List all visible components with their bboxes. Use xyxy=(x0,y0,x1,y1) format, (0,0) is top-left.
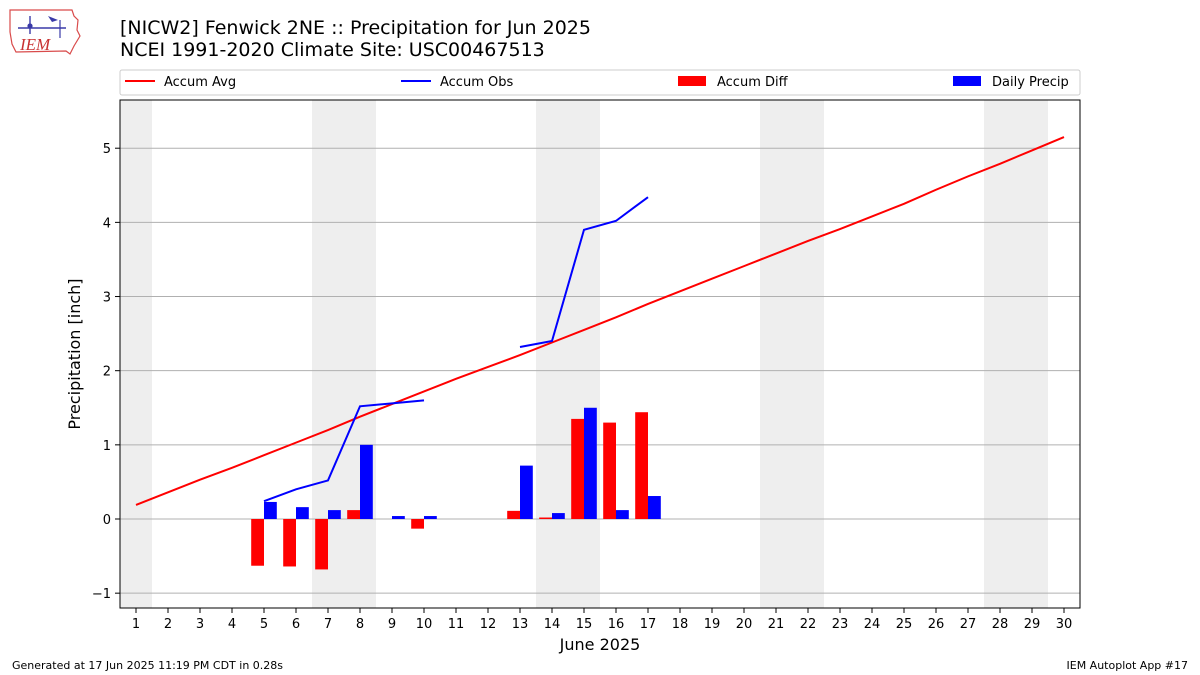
daily-precip-bar-day-17 xyxy=(648,496,661,520)
y-axis-label: Precipitation [inch] xyxy=(65,278,84,429)
x-tick-label-7: 7 xyxy=(324,617,332,632)
x-tick-label-13: 13 xyxy=(512,617,529,632)
accum-obs-line-segment-1 xyxy=(263,399,425,503)
y-tick-label-0: 0 xyxy=(103,513,111,528)
legend-label-accum-avg: Accum Avg xyxy=(164,75,236,90)
lines xyxy=(135,136,1065,506)
weekend-shade-day-15 xyxy=(568,100,600,608)
accum-avg-line xyxy=(135,136,1065,506)
accum-diff-bar-day-8 xyxy=(347,510,360,520)
x-tick-label-20: 20 xyxy=(736,617,753,632)
daily-precip-bar-day-6 xyxy=(296,507,309,520)
y-tick-label-3: 3 xyxy=(103,291,111,306)
legend-label-accum-diff: Accum Diff xyxy=(717,75,789,90)
daily-precip-bar-day-8 xyxy=(360,444,373,520)
legend-swatch-accum-diff xyxy=(678,76,706,86)
x-tick-label-11: 11 xyxy=(448,617,465,632)
accum-diff-bar-day-16 xyxy=(603,422,616,520)
weekend-shade-day-22 xyxy=(792,100,824,608)
weekend-shade-day-8 xyxy=(344,100,376,608)
x-tick-label-28: 28 xyxy=(992,617,1009,632)
accum-diff-bar-day-7 xyxy=(315,519,328,570)
x-tick-label-21: 21 xyxy=(768,617,785,632)
x-tick-label-26: 26 xyxy=(928,617,945,632)
daily-precip-bar-day-5 xyxy=(264,501,277,520)
footer-generated: Generated at 17 Jun 2025 11:19 PM CDT in… xyxy=(12,659,284,672)
x-tick-label-19: 19 xyxy=(704,617,721,632)
weekend-shade-day-21 xyxy=(760,100,792,608)
x-tick-label-25: 25 xyxy=(896,617,913,632)
y-tick-label-5: 5 xyxy=(103,142,111,157)
chart-subtitle: NCEI 1991-2020 Climate Site: USC00467513 xyxy=(120,39,545,61)
x-tick-label-29: 29 xyxy=(1024,617,1041,632)
daily-precip-bar-day-13 xyxy=(520,465,533,520)
y-tick-label--1: −1 xyxy=(92,587,111,602)
x-tick-label-17: 17 xyxy=(640,617,657,632)
grid-lines xyxy=(120,147,1080,594)
accum-diff-bar-day-10 xyxy=(411,519,424,529)
weekend-shade-day-1 xyxy=(120,100,152,608)
x-tick-label-3: 3 xyxy=(196,617,204,632)
axis-ticks: 1 2 3 4 5 6 7 8 9 10 11 12 13 14 15 16 17 18 19 20 21 22 23 24 2… xyxy=(92,142,1072,632)
weekend-shade-day-28 xyxy=(984,100,1016,608)
y-tick-label-2: 2 xyxy=(103,365,111,380)
x-tick-label-27: 27 xyxy=(960,617,977,632)
y-tick-label-4: 4 xyxy=(103,216,111,231)
daily-precip-bar-day-15 xyxy=(584,407,597,520)
x-tick-label-18: 18 xyxy=(672,617,689,632)
legend-label-accum-obs: Accum Obs xyxy=(440,75,513,90)
legend-label-daily-precip: Daily Precip xyxy=(992,75,1069,90)
x-tick-label-23: 23 xyxy=(832,617,849,632)
chart-title: [NICW2] Fenwick 2NE :: Precipitation for… xyxy=(120,17,591,39)
x-tick-label-2: 2 xyxy=(164,617,172,632)
weekend-shading xyxy=(120,100,1048,608)
accum-diff-bar-day-13 xyxy=(507,510,520,520)
iem-logo-text: IEM xyxy=(19,35,51,54)
daily-precip-bar-day-14 xyxy=(552,513,565,520)
x-tick-label-6: 6 xyxy=(292,617,300,632)
x-tick-label-9: 9 xyxy=(388,617,396,632)
bars xyxy=(251,407,661,570)
accum-diff-bar-day-17 xyxy=(635,412,648,520)
weekend-shade-day-29 xyxy=(1016,100,1048,608)
accum-obs-line-segment-2 xyxy=(519,196,649,348)
iem-logo: IEM xyxy=(6,4,82,60)
x-tick-label-30: 30 xyxy=(1056,617,1073,632)
plot-frame xyxy=(119,99,1081,609)
x-axis-label: June 2025 xyxy=(559,635,641,654)
daily-precip-bar-day-7 xyxy=(328,510,341,520)
x-tick-label-1: 1 xyxy=(132,617,140,632)
daily-precip-bar-day-9 xyxy=(392,516,405,520)
x-tick-label-24: 24 xyxy=(864,617,881,632)
x-tick-label-12: 12 xyxy=(480,617,497,632)
accum-diff-bar-day-15 xyxy=(571,418,584,520)
x-tick-label-5: 5 xyxy=(260,617,268,632)
accum-diff-bar-day-6 xyxy=(283,519,296,567)
x-tick-label-16: 16 xyxy=(608,617,625,632)
legend-swatch-daily-precip xyxy=(953,76,981,86)
x-tick-label-15: 15 xyxy=(576,617,593,632)
y-tick-label-1: 1 xyxy=(103,439,111,454)
legend-box xyxy=(119,69,1081,96)
x-tick-label-8: 8 xyxy=(356,617,364,632)
x-tick-label-22: 22 xyxy=(800,617,817,632)
x-tick-label-4: 4 xyxy=(228,617,236,632)
weekend-shade-day-14 xyxy=(536,100,568,608)
footer-app: IEM Autoplot App #17 xyxy=(1066,659,1189,672)
accum-diff-bar-day-5 xyxy=(251,519,264,566)
x-tick-label-14: 14 xyxy=(544,617,561,632)
x-tick-label-10: 10 xyxy=(416,617,433,632)
daily-precip-bar-day-16 xyxy=(616,510,629,520)
daily-precip-bar-day-10 xyxy=(424,516,437,520)
accum-diff-bar-day-14 xyxy=(539,517,552,520)
